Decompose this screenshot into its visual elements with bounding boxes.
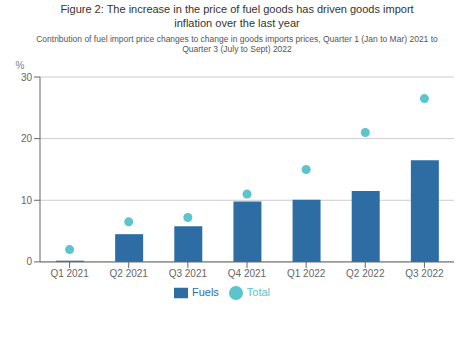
html-text:Fuels: Fuels bbox=[191, 285, 219, 298]
svg-text:Q2 2021: Q2 2021 bbox=[110, 268, 149, 279]
svg-text:Q3 2021: Q3 2021 bbox=[169, 268, 208, 279]
svg-text:Q1 2022: Q1 2022 bbox=[287, 268, 326, 279]
svg-text:%: % bbox=[16, 60, 25, 71]
html-text:Contribution of fuel import pr: Contribution of fuel import price change… bbox=[36, 33, 438, 55]
svg-text:30: 30 bbox=[21, 71, 33, 82]
svg-text:Q4 2021: Q4 2021 bbox=[228, 268, 267, 279]
svg-text:0: 0 bbox=[26, 256, 32, 267]
svg-text:Q2 2022: Q2 2022 bbox=[346, 268, 385, 279]
svg-text:10: 10 bbox=[21, 195, 33, 206]
svg-text:20: 20 bbox=[21, 133, 33, 144]
svg-text:Q1 2021: Q1 2021 bbox=[50, 268, 89, 279]
html-text:Figure 2: The increase in the: Figure 2: The increase in the price of f… bbox=[60, 3, 414, 29]
svg-text:Q3 2022: Q3 2022 bbox=[405, 268, 444, 279]
html-text:Total: Total bbox=[246, 285, 271, 298]
